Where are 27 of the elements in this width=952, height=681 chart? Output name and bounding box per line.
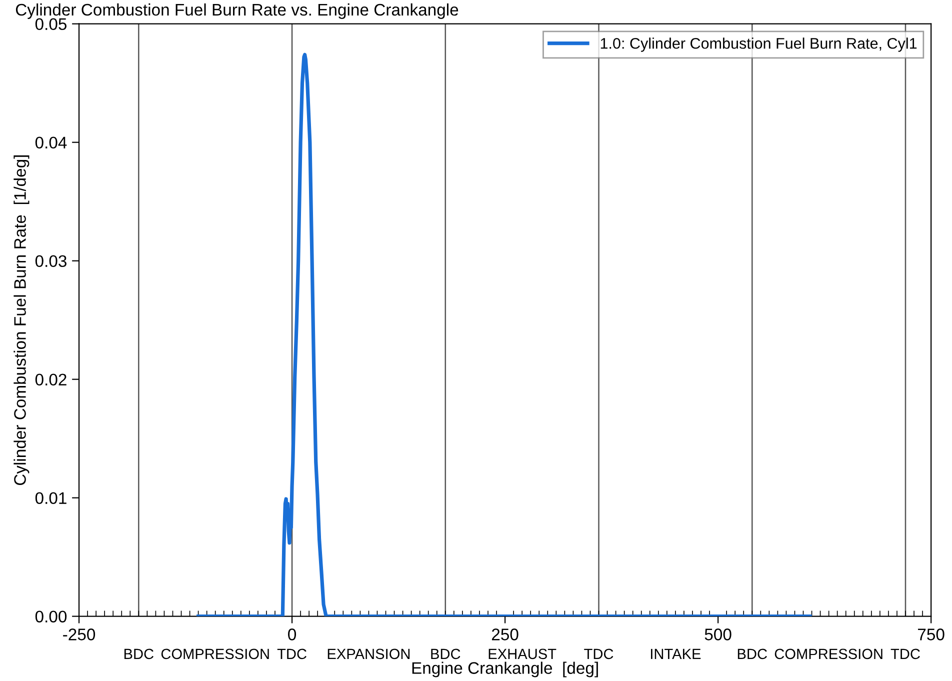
x-tick-label: 250 bbox=[492, 628, 518, 640]
chart-title: Cylinder Combustion Fuel Burn Rate vs. Engine Crankangle bbox=[16, 3, 458, 19]
y-tick-label: 0.03 bbox=[35, 255, 66, 268]
text: EXHAUST bbox=[488, 648, 556, 660]
y-tick-label: 0.04 bbox=[35, 136, 67, 149]
text: INTAKE bbox=[650, 648, 701, 659]
ref-line-label: TDC bbox=[277, 648, 306, 660]
legend-label: 1.0: Cylinder Combustion Fuel Burn Rate, Cyl1 bbox=[600, 38, 917, 52]
y-tick-label: 0.01 bbox=[35, 492, 66, 504]
y-tick-label: 0.05 bbox=[35, 18, 67, 30]
ref-line-label: BDC bbox=[431, 648, 460, 660]
ref-line-label: TDC bbox=[584, 648, 614, 660]
line-series bbox=[196, 52, 812, 616]
x-axis-title: Engine Crankangle [deg] bbox=[412, 662, 598, 678]
y-tick-label: 0.02 bbox=[35, 374, 66, 386]
x-tick-label: -250 bbox=[63, 628, 96, 640]
text: COMPRESSION bbox=[774, 648, 882, 660]
y-axis-title: Cylinder Combustion Fuel Burn Rate [1/deg] bbox=[14, 155, 30, 486]
ref-line-label: BDC bbox=[124, 648, 154, 660]
x-tick-label: 500 bbox=[704, 628, 732, 640]
x-tick-label: 750 bbox=[918, 628, 944, 640]
ref-line-label: TDC bbox=[890, 648, 920, 660]
y-tick-label: 0.00 bbox=[35, 610, 67, 623]
text: COMPRESSION bbox=[161, 648, 269, 660]
ref-line-label: BDC bbox=[738, 648, 767, 660]
text: EXPANSION bbox=[328, 648, 410, 660]
x-tick-label: 0 bbox=[288, 628, 296, 640]
